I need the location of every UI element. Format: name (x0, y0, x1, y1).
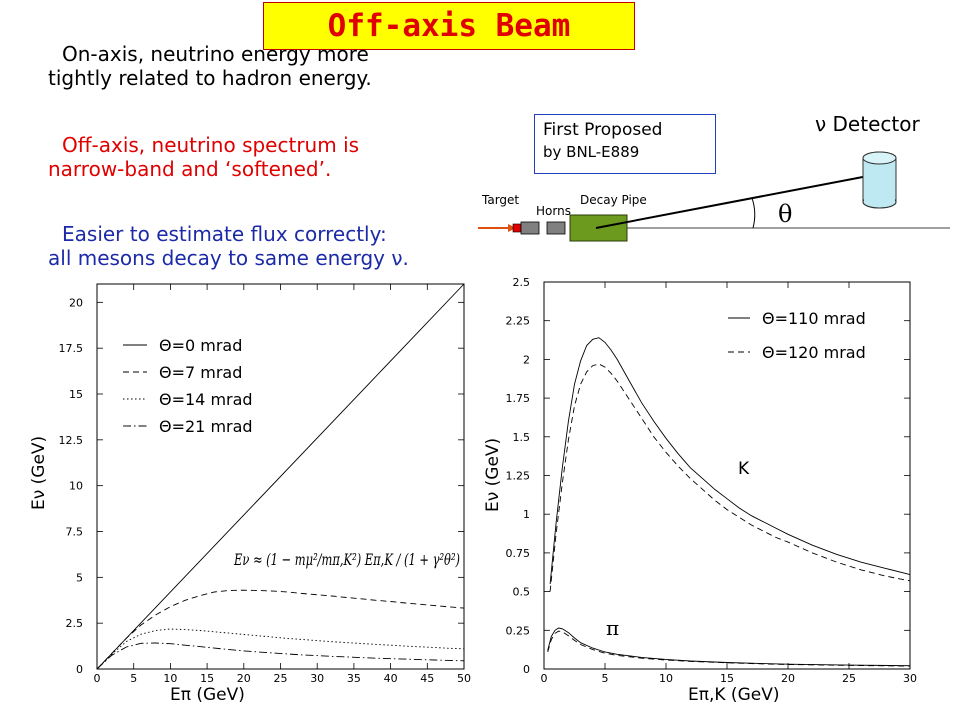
legend-entry-0: Θ=0 mrad (159, 336, 242, 355)
bullet-1: On-axis, neutrino energy more tightly re… (48, 42, 372, 90)
annotation-pion: π (606, 616, 619, 640)
legend-entry-2: Θ=14 mrad (159, 390, 253, 409)
slide-title: Off-axis Beam (327, 8, 571, 44)
proposal-line2: by BNL-E889 (543, 143, 640, 161)
neutrino-line (595, 175, 869, 229)
y-tick-label: 2 (523, 353, 530, 366)
series-line-3 (547, 630, 911, 667)
bullet-2-line2: narrow-band and ‘softened’. (48, 157, 332, 181)
series-line-1 (549, 363, 911, 592)
angle-theta-label: θ (778, 200, 792, 228)
y-tick-label: 17.5 (59, 342, 84, 355)
horn-2 (546, 221, 566, 235)
x-tick-label: 0 (541, 672, 548, 685)
proton-arrow-icon (508, 224, 516, 232)
y-tick-label: 2.5 (513, 276, 531, 289)
x-tick-label: 35 (347, 672, 361, 685)
horns-label: Horns (536, 204, 571, 218)
x-tick-label: 15 (720, 672, 734, 685)
x-tick-label: 5 (602, 672, 609, 685)
chart-right-frame (543, 281, 911, 670)
x-tick-label: 30 (310, 672, 324, 685)
legend-entry-0: Θ=110 mrad (762, 309, 866, 328)
y-tick-label: 0.5 (513, 586, 531, 599)
x-tick-label: 40 (384, 672, 398, 685)
y-tick-label: 20 (69, 296, 83, 309)
angle-arc (751, 197, 756, 229)
proposal-line1: First Proposed (543, 120, 663, 140)
x-tick-label: 50 (457, 672, 471, 685)
bullet-3-line1: Easier to estimate flux correctly: (62, 222, 387, 246)
y-tick-label: 2.25 (506, 315, 531, 328)
chart-right-xlabel: Eπ,K (GeV) (688, 685, 779, 705)
y-tick-label: 12.5 (59, 434, 84, 447)
chart-left-formula: Eν ≈ (1 − mμ²/mπ,K²) Eπ,K / (1 + γ²θ²) (233, 550, 460, 569)
y-tick-label: 2.5 (66, 617, 84, 630)
x-tick-label: 15 (200, 672, 214, 685)
target-label: Target (481, 193, 519, 207)
y-tick-label: 0.25 (506, 624, 531, 637)
y-tick-label: 5 (76, 571, 83, 584)
series-line-2 (547, 627, 911, 667)
bullet-2-line1: Off-axis, neutrino spectrum is (62, 133, 360, 157)
legend-entry-1: Θ=120 mrad (762, 343, 866, 362)
series-line-3 (96, 642, 465, 670)
chart-right-ylabel: Eν (GeV) (483, 438, 503, 512)
y-tick-label: 0 (523, 663, 530, 676)
x-tick-label: 10 (659, 672, 673, 685)
x-tick-label: 30 (903, 672, 917, 685)
y-tick-label: 10 (69, 480, 83, 493)
y-tick-label: 1.25 (506, 470, 531, 483)
x-tick-label: 20 (237, 672, 251, 685)
detector-icon (862, 151, 897, 209)
x-tick-label: 20 (781, 672, 795, 685)
series-line-2 (96, 628, 465, 670)
legend-entry-3: Θ=21 mrad (159, 417, 253, 436)
bullet-1-line1: On-axis, neutrino energy more (62, 42, 369, 66)
series-line-1 (96, 589, 465, 670)
series-line-0 (549, 337, 911, 584)
horn-1 (520, 221, 540, 235)
bullet-3-line2: all mesons decay to same energy ν. (48, 246, 409, 270)
x-tick-label: 0 (94, 672, 101, 685)
x-tick-label: 5 (130, 672, 137, 685)
bullet-1-line2: tightly related to hadron energy. (48, 66, 372, 90)
y-tick-label: 0 (76, 663, 83, 676)
x-tick-label: 45 (420, 672, 434, 685)
x-tick-label: 10 (163, 672, 177, 685)
bullet-3: Easier to estimate flux correctly: all m… (48, 222, 409, 270)
annotation-kaon: K (738, 459, 750, 479)
y-tick-label: 7.5 (66, 526, 84, 539)
proposal-box: First Proposed by BNL-E889 (534, 114, 716, 174)
y-tick-label: 0.75 (506, 547, 531, 560)
bullet-2: Off-axis, neutrino spectrum is narrow-ba… (48, 133, 359, 181)
x-tick-label: 25 (842, 672, 856, 685)
detector-label: ν Detector (815, 112, 920, 136)
title-box: Off-axis Beam (263, 2, 635, 50)
chart-left-xlabel: Eπ (GeV) (170, 685, 245, 705)
y-tick-label: 1.75 (506, 392, 531, 405)
x-tick-label: 25 (274, 672, 288, 685)
series-line-0 (96, 283, 465, 670)
chart-left-ylabel: Eν (GeV) (29, 436, 49, 510)
y-tick-label: 15 (69, 388, 83, 401)
decay-pipe-label: Decay Pipe (580, 193, 647, 207)
legend-entry-1: Θ=7 mrad (159, 363, 242, 382)
y-tick-label: 1.5 (513, 431, 531, 444)
y-tick-label: 1 (523, 508, 530, 521)
